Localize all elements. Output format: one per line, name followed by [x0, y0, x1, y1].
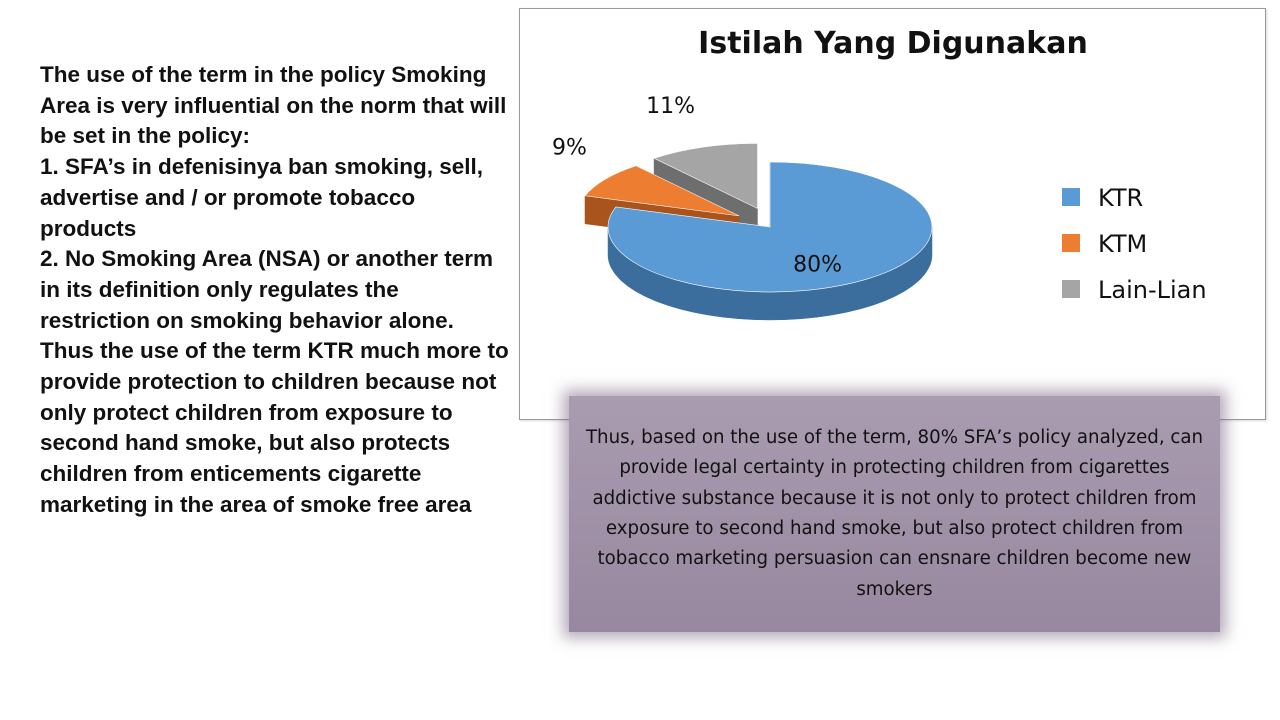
pie-chart: Istilah Yang Digunakan 11% 9% 80% KTR KTM La… — [552, 26, 1207, 321]
legend-label-ktm: KTM — [1098, 230, 1147, 258]
legend-swatch-lain-lian — [1062, 280, 1080, 298]
chart-title: Istilah Yang Digunakan — [698, 26, 1088, 61]
intro-paragraph: The use of the term in the policy Smokin… — [40, 62, 507, 149]
data-label-ktr: 80% — [793, 252, 842, 277]
legend-label-lain-lian: Lain-Lian — [1098, 276, 1207, 304]
chart-legend: KTR KTM Lain-Lian — [1062, 184, 1207, 304]
summary-text: Thus, based on the use of the term, 80% … — [585, 426, 1204, 600]
legend-swatch-ktr — [1062, 188, 1080, 206]
body-text: The use of the term in the policy Smokin… — [40, 60, 510, 521]
conclusion-paragraph: Thus the use of the term KTR much more t… — [40, 338, 509, 517]
pie-slices — [584, 143, 933, 321]
data-label-ktm: 9% — [552, 136, 587, 161]
point-1: 1. SFA’s in defenisinya ban smoking, sel… — [40, 154, 484, 241]
point-2: 2. No Smoking Area (NSA) or another term… — [40, 246, 493, 333]
pie-labels: 11% 9% 80% — [552, 94, 842, 278]
data-label-lain-lian: 11% — [646, 94, 695, 119]
legend-swatch-ktm — [1062, 234, 1080, 252]
chart-frame: Istilah Yang Digunakan 11% 9% 80% KTR KTM La… — [519, 8, 1266, 420]
legend-label-ktr: KTR — [1098, 184, 1143, 212]
pie-slice-lain-lian — [653, 143, 758, 209]
pie-slice-ktm — [584, 165, 740, 217]
summary-callout: Thus, based on the use of the term, 80% … — [569, 396, 1220, 632]
pie-slice-ktr — [607, 161, 933, 293]
